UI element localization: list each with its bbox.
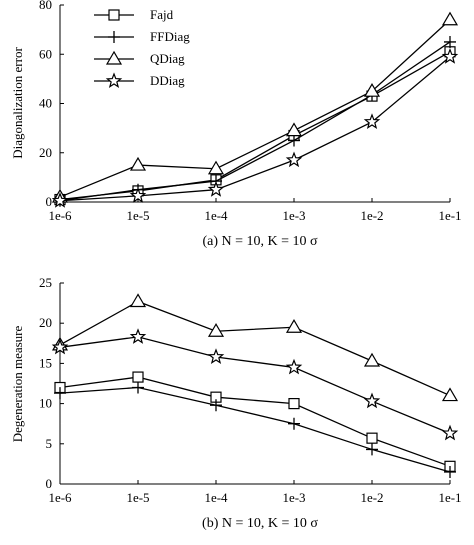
chart-b-point-qdiag: [363, 352, 381, 367]
chart-b-y-tick-label: 15: [39, 355, 52, 370]
chart-b-series-line-ffdiag: [59, 386, 451, 473]
chart-a-point-qdiag: [129, 156, 147, 171]
legend-marker-ffdiag: [108, 31, 120, 43]
chart-b-y-axis-label: Degeneration measure: [10, 325, 25, 442]
chart-b-point-ddiag: [363, 392, 381, 409]
chart-a-point-qdiag: [207, 160, 225, 175]
chart-a-series-line-fajd: [59, 51, 451, 201]
chart-b-point-ddiag: [207, 348, 225, 364]
chart-b-point-ddiag: [441, 424, 459, 441]
chart-b-point-ffdiag: [132, 381, 144, 394]
chart-b-x-tick-label: 1e-3: [282, 490, 305, 505]
chart-a-x-tick-label: 1e-1: [438, 208, 461, 223]
legend-label-ddiag: DDiag: [150, 73, 185, 88]
chart-a-point-ddiag: [207, 181, 225, 197]
legend-label-qdiag: QDiag: [150, 51, 185, 66]
chart-b-point-qdiag: [207, 323, 225, 337]
chart-a-point-ffdiag: [444, 35, 456, 48]
chart-a-x-tick-label: 1e-6: [48, 208, 72, 223]
chart-a-series-line-ffdiag: [59, 41, 451, 202]
chart-b-point-ffdiag: [366, 443, 378, 456]
chart-a-x-tick-label: 1e-4: [204, 208, 228, 223]
chart-b-x-tick-label: 1e-5: [126, 490, 149, 505]
chart-b-y-tick-label: 5: [46, 436, 53, 451]
legend-marker-ddiag: [105, 72, 123, 89]
chart-b-y-tick-label: 0: [46, 476, 53, 491]
legend-marker-fajd: [108, 9, 120, 21]
chart-b-point-fajd: [366, 432, 378, 444]
chart-b-point-ffdiag: [444, 465, 456, 478]
chart-a-point-ddiag: [285, 151, 303, 168]
chart-a: Diagonalization error (a) N = 10, K = 10…: [10, 0, 462, 249]
legend-marker-qdiag: [105, 50, 123, 65]
chart-a-series-line-qdiag: [59, 19, 451, 198]
chart-b: Degeneration measure (b) N = 10, K = 10 …: [10, 275, 462, 531]
chart-a-x-tick-label: 1e-2: [360, 208, 383, 223]
chart-a-series-line-ddiag: [59, 56, 451, 202]
chart-a-legend: Fajd FFDiag QDiag DDiag: [94, 7, 190, 89]
chart-b-x-tick-label: 1e-1: [438, 490, 461, 505]
chart-b-y-tick-label: 25: [39, 275, 52, 290]
chart-a-y-tick-label: 60: [39, 46, 52, 61]
chart-a-series-ddiag: [51, 48, 459, 208]
chart-a-x-tick-label: 1e-3: [282, 208, 305, 223]
chart-a-y-tick-label: 40: [39, 96, 52, 111]
chart-a-y-tick-label: 20: [39, 145, 52, 160]
chart-b-point-ddiag: [51, 338, 69, 355]
chart-b-series-line-qdiag: [59, 300, 451, 397]
chart-b-series-ffdiag: [54, 381, 456, 478]
chart-b-point-qdiag: [441, 387, 459, 402]
chart-a-point-ffdiag: [288, 134, 300, 147]
chart-b-x-tick-label: 1e-4: [204, 490, 228, 505]
chart-b-point-ffdiag: [210, 399, 222, 412]
legend-label-ffdiag: FFDiag: [150, 29, 190, 44]
chart-b-point-qdiag: [285, 319, 303, 333]
chart-b-point-ddiag: [285, 358, 303, 375]
chart-a-y-tick-label: 0: [46, 194, 53, 209]
chart-b-point-fajd: [132, 371, 144, 383]
chart-a-y-tick-label: 80: [39, 0, 52, 12]
chart-b-x-tick-label: 1e-2: [360, 490, 383, 505]
chart-b-point-fajd: [288, 398, 300, 410]
chart-a-point-qdiag: [363, 82, 381, 97]
chart-b-x-tick-label: 1e-6: [48, 490, 72, 505]
chart-b-point-ffdiag: [288, 417, 300, 430]
chart-b-series-qdiag: [51, 293, 459, 402]
chart-b-series-line-fajd: [59, 376, 451, 467]
chart-a-point-ddiag: [51, 192, 69, 208]
chart-a-point-qdiag: [441, 11, 459, 26]
chart-b-y-tick-label: 10: [39, 396, 52, 411]
chart-a-point-ddiag: [441, 48, 459, 64]
chart-b-caption: (b) N = 10, K = 10 σ: [202, 516, 318, 531]
chart-a-y-axis-label: Diagonalization error: [10, 47, 25, 159]
chart-a-point-ddiag: [363, 113, 381, 129]
chart-b-point-ddiag: [129, 328, 147, 344]
legend-label-fajd: Fajd: [150, 7, 174, 22]
chart-b-series-ddiag: [51, 328, 459, 441]
chart-b-point-ffdiag: [54, 387, 66, 400]
chart-a-point-ddiag: [129, 187, 147, 203]
chart-a-caption: (a) N = 10, K = 10 σ: [202, 234, 318, 249]
chart-b-series-line-ddiag: [59, 336, 451, 434]
chart-a-x-tick-label: 1e-5: [126, 208, 149, 223]
chart-b-point-qdiag: [129, 293, 147, 308]
chart-b-y-tick-label: 20: [39, 315, 52, 330]
chart-a-point-qdiag: [285, 122, 303, 137]
